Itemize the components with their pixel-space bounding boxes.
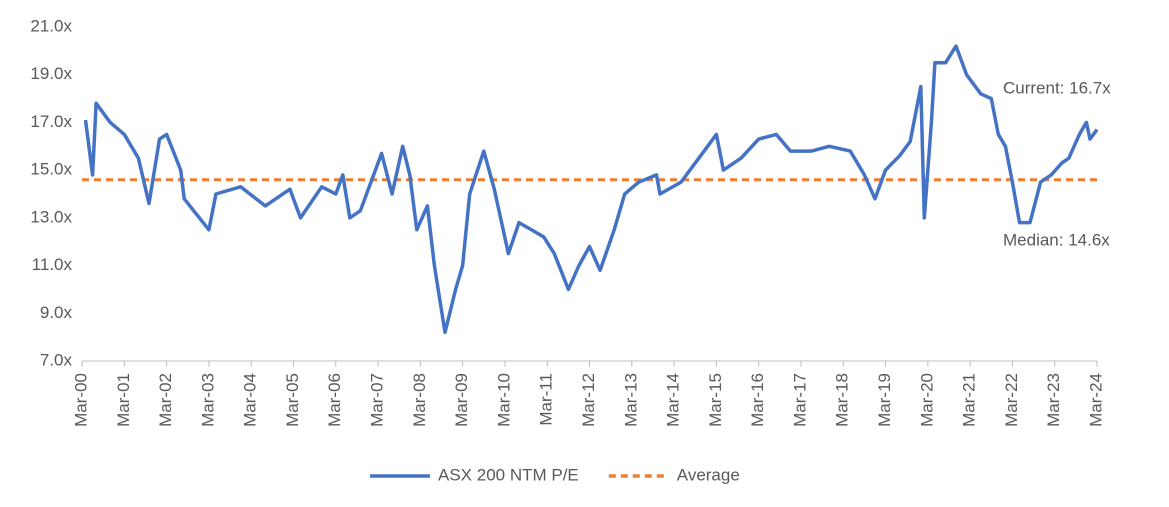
- x-tick-label: Mar-22: [1002, 373, 1021, 427]
- y-tick-label: 17.0x: [30, 112, 72, 131]
- x-tick-label: Mar-24: [1086, 373, 1105, 427]
- x-tick-label: Mar-06: [325, 373, 344, 427]
- x-tick-label: Mar-17: [790, 373, 809, 427]
- legend-label: Average: [677, 465, 740, 484]
- y-tick-label: 15.0x: [30, 160, 72, 179]
- x-tick-label: Mar-14: [664, 373, 683, 427]
- x-tick-label: Mar-08: [410, 373, 429, 427]
- y-tick-label: 21.0x: [30, 16, 72, 35]
- x-tick-label: Mar-19: [875, 373, 894, 427]
- x-tick-label: Mar-18: [833, 373, 852, 427]
- x-tick-label: Mar-13: [621, 373, 640, 427]
- x-tick-label: Mar-15: [706, 373, 725, 427]
- y-tick-label: 19.0x: [30, 64, 72, 83]
- x-tick-label: Mar-01: [114, 373, 133, 427]
- annotation: Median: 14.6x: [1003, 230, 1110, 249]
- annotation: Current: 16.7x: [1003, 78, 1111, 97]
- x-tick-label: Mar-10: [494, 373, 513, 427]
- x-tick-label: Mar-16: [748, 373, 767, 427]
- x-tick-label: Mar-04: [241, 373, 260, 427]
- x-tick-label: Mar-11: [537, 373, 556, 426]
- x-tick-label: Mar-02: [156, 373, 175, 427]
- x-tick-label: Mar-05: [283, 373, 302, 427]
- x-tick-label: Mar-23: [1044, 373, 1063, 427]
- x-tick-label: Mar-12: [579, 373, 598, 427]
- x-tick-label: Mar-00: [71, 373, 90, 427]
- series-line: [83, 44, 1099, 335]
- y-tick-label: 9.0x: [40, 303, 73, 322]
- y-tick-label: 13.0x: [30, 207, 72, 226]
- y-tick-label: 7.0x: [40, 350, 73, 369]
- x-tick-label: Mar-21: [960, 373, 979, 427]
- legend-label: ASX 200 NTM P/E: [438, 465, 579, 484]
- y-tick-label: 11.0x: [32, 255, 73, 274]
- x-tick-label: Mar-03: [198, 373, 217, 427]
- legend: ASX 200 NTM P/E Average: [370, 465, 740, 484]
- x-tick-label: Mar-20: [917, 373, 936, 427]
- x-tick-label: Mar-09: [452, 373, 471, 427]
- x-tick-label: Mar-07: [368, 373, 387, 427]
